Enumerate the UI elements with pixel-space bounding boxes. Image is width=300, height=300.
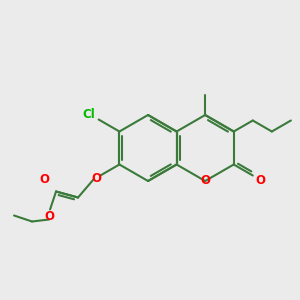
Text: Cl: Cl bbox=[83, 107, 95, 121]
Text: O: O bbox=[200, 175, 210, 188]
Text: O: O bbox=[256, 173, 266, 187]
Text: O: O bbox=[91, 172, 101, 184]
Text: O: O bbox=[39, 173, 49, 186]
Text: O: O bbox=[44, 210, 54, 223]
